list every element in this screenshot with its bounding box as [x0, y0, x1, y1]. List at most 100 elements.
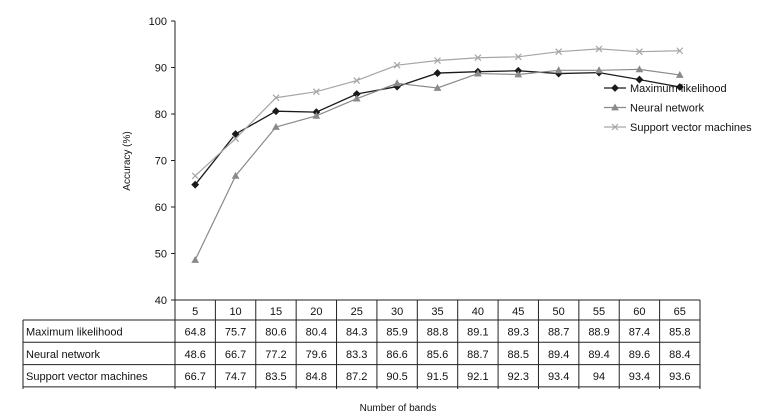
- table-row-label: Maximum likelihood: [26, 327, 123, 339]
- data-point: [312, 111, 321, 119]
- series-layer: [191, 45, 684, 263]
- y-axis-title: Accuracy (%): [122, 131, 133, 190]
- table-cell: 89.4: [588, 349, 609, 361]
- data-point: [676, 47, 684, 55]
- table-cell: 87.2: [346, 371, 367, 383]
- data-point: [675, 83, 684, 91]
- table-cell: 84.8: [306, 371, 327, 383]
- data-point: [191, 172, 199, 180]
- data-point: [272, 94, 280, 102]
- data-point: [675, 70, 684, 78]
- x-tick-label: 25: [351, 306, 363, 318]
- table-cell: 93.4: [548, 371, 569, 383]
- table-cell: 74.7: [225, 371, 246, 383]
- table-cell: 86.6: [386, 349, 407, 361]
- table-cell: 85.6: [427, 349, 448, 361]
- table-cell: 93.6: [669, 371, 690, 383]
- legend-item: Maximum likelihood: [604, 83, 727, 95]
- table-cell: 75.7: [225, 327, 246, 339]
- x-tick-label: 10: [229, 306, 241, 318]
- x-tick-label: 65: [674, 306, 686, 318]
- y-tick-label: 80: [155, 109, 167, 121]
- table-cell: 89.6: [629, 349, 650, 361]
- data-point: [191, 180, 200, 189]
- data-point: [312, 88, 320, 96]
- y-axis: 40 50 60 70 80 90 100: [149, 16, 175, 307]
- data-point: [635, 75, 644, 84]
- x-tick-label: 50: [553, 306, 565, 318]
- legend: Maximum likelihood Neural network Support …: [604, 83, 752, 134]
- table-cell: 85.9: [386, 327, 407, 339]
- x-tick-label: 45: [512, 306, 524, 318]
- legend-marker: [611, 103, 619, 111]
- series-neural-network: [191, 65, 684, 263]
- y-tick-label: 90: [155, 63, 167, 75]
- x-tick-label: 30: [391, 306, 403, 318]
- data-point: [635, 48, 643, 56]
- data-point: [514, 53, 522, 61]
- y-tick-label: 70: [155, 156, 167, 168]
- table-cell: 92.1: [467, 371, 488, 383]
- data-point: [191, 255, 200, 263]
- table-cell: 80.6: [265, 327, 286, 339]
- data-point: [393, 61, 401, 69]
- legend-label: Neural network: [630, 103, 704, 115]
- x-axis-title: Number of bands: [360, 403, 437, 414]
- table-cell: 83.3: [346, 349, 367, 361]
- legend-item: Neural network: [604, 103, 704, 115]
- y-tick-label: 60: [155, 202, 167, 214]
- table-cell: 88.9: [588, 327, 609, 339]
- table-cell: 80.4: [306, 327, 327, 339]
- data-point: [555, 48, 563, 56]
- y-tick-label: 40: [155, 295, 167, 307]
- data-point: [352, 94, 361, 102]
- table-cell: 89.3: [508, 327, 529, 339]
- legend-marker: [611, 84, 619, 92]
- table-cell: 66.7: [184, 371, 205, 383]
- data-point: [433, 83, 442, 91]
- table-cell: 84.3: [346, 327, 367, 339]
- x-tick-label: 35: [431, 306, 443, 318]
- series-line: [194, 68, 680, 261]
- y-tick-label: 100: [149, 16, 167, 28]
- plot-area: [174, 21, 700, 301]
- table-row-label: Support vector machines: [26, 371, 148, 383]
- table-cell: 92.3: [508, 371, 529, 383]
- legend-label: Support vector machines: [630, 122, 752, 134]
- table-cell: 89.1: [467, 327, 488, 339]
- data-point: [231, 130, 240, 138]
- data-point: [272, 122, 280, 130]
- table-cell: 85.8: [669, 327, 690, 339]
- legend-marker: [611, 123, 619, 131]
- table-cell: 79.6: [306, 349, 327, 361]
- table-cell: 89.4: [548, 349, 569, 361]
- table-cell: 48.6: [184, 349, 205, 361]
- data-table: 5 10 15 20 25 30 35 40 45 50 55 60 65 Maximum likelih…: [22, 300, 701, 389]
- data-point: [272, 107, 280, 116]
- table-cell: 77.2: [265, 349, 286, 361]
- data-point: [554, 66, 563, 74]
- table-cell: 88.4: [669, 349, 690, 361]
- x-tick-label: 60: [633, 306, 645, 318]
- table-cell: 94: [593, 371, 605, 383]
- data-point: [434, 57, 441, 64]
- y-tick-label: 50: [155, 249, 167, 261]
- data-point: [433, 69, 442, 77]
- data-point: [595, 45, 603, 53]
- table-cell: 93.4: [629, 371, 650, 383]
- table-row-label: Neural network: [26, 349, 100, 361]
- data-point: [635, 65, 644, 73]
- data-point: [353, 77, 361, 84]
- table-cell: 66.7: [225, 349, 246, 361]
- legend-item: Support vector machines: [604, 122, 752, 134]
- data-point: [595, 66, 603, 74]
- data-point: [393, 79, 401, 87]
- legend-label: Maximum likelihood: [630, 83, 727, 95]
- data-point: [474, 69, 482, 77]
- series-support-vector-machines: [191, 45, 684, 180]
- data-point: [232, 135, 240, 143]
- table-cell: 87.4: [629, 327, 650, 339]
- table-cell: 83.5: [265, 371, 286, 383]
- x-tick-label: 5: [192, 306, 198, 318]
